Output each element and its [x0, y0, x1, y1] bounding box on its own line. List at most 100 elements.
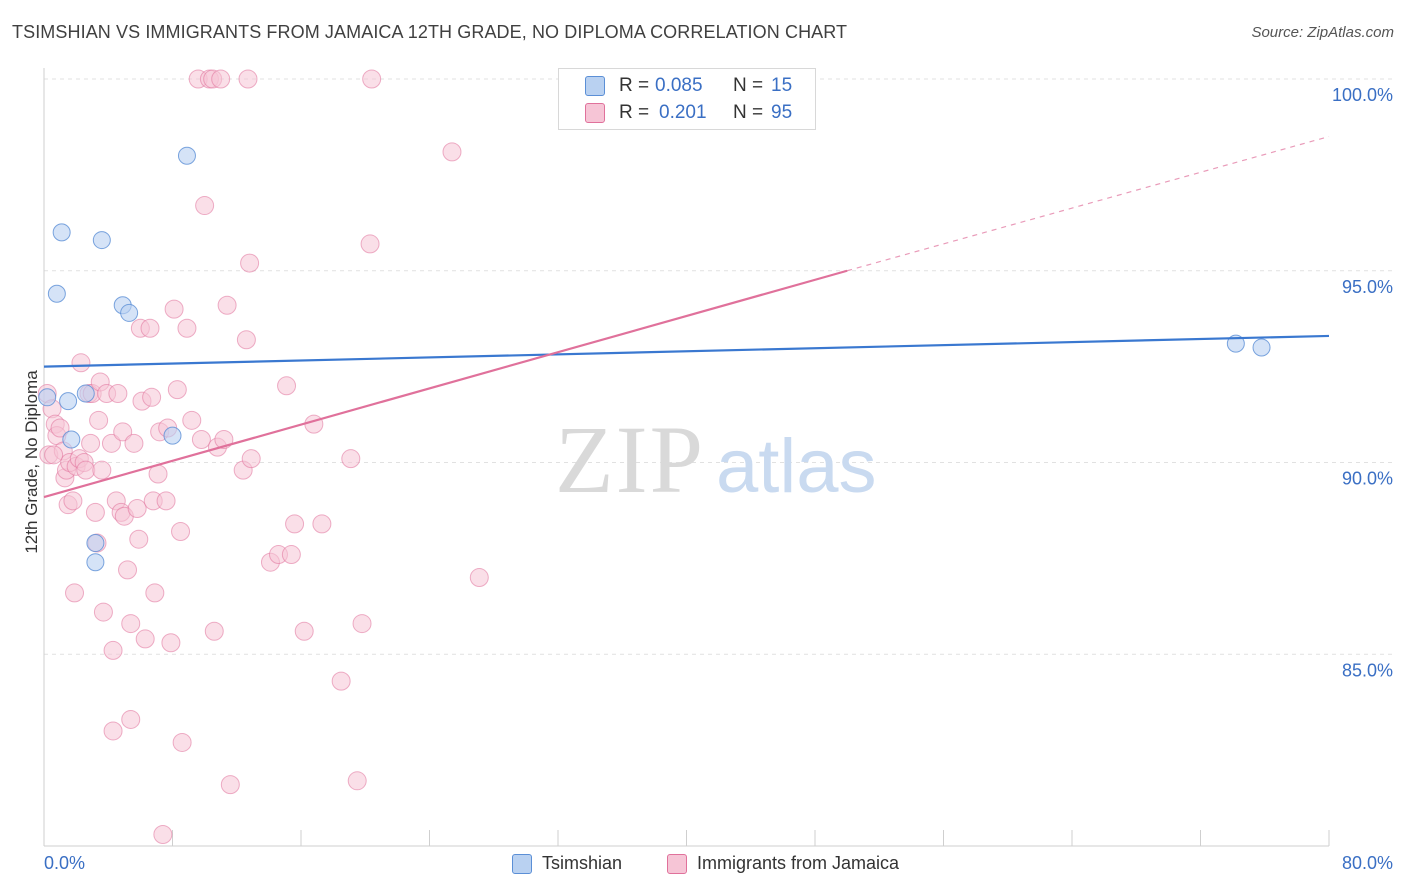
jamaica-point: [140, 318, 160, 338]
jamaica-point: [127, 499, 147, 519]
tsimshian-point: [177, 146, 196, 165]
jamaica-point: [103, 721, 123, 741]
jamaica-point: [161, 633, 181, 653]
jamaica-point: [121, 709, 141, 729]
jamaica-point: [240, 253, 260, 273]
jamaica-point: [93, 602, 113, 622]
jamaica-point: [135, 629, 155, 649]
chart-title: TSIMSHIAN VS IMMIGRANTS FROM JAMAICA 12T…: [12, 22, 848, 42]
stats-row-jamaica: R = 0.201 N = 95: [585, 100, 817, 126]
jamaica-point: [360, 234, 380, 254]
x-tick-label-max: 80.0%: [1342, 853, 1393, 873]
y-tick-label: 95.0%: [1342, 277, 1393, 297]
r-label: R =: [619, 102, 650, 123]
watermark: ZIP atlas: [555, 406, 877, 513]
tsimshian-point: [59, 392, 78, 411]
jamaica-trend-extension: [846, 135, 1330, 272]
y-tick-label: 100.0%: [1332, 85, 1393, 105]
jamaica-point: [281, 545, 301, 565]
n-value-tsimshian: 15: [771, 75, 793, 96]
jamaica-point: [164, 299, 184, 319]
jamaica-point: [124, 433, 144, 453]
jamaica-point: [81, 433, 101, 453]
jamaica-point: [65, 583, 85, 603]
n-label: N =: [733, 75, 764, 96]
jamaica-point: [108, 383, 128, 403]
tsimshian-point: [47, 284, 66, 303]
jamaica-point: [50, 418, 70, 438]
legend-item-tsimshian[interactable]: Tsimshian: [512, 853, 622, 874]
jamaica-point: [44, 445, 64, 465]
n-label: N =: [733, 102, 764, 123]
n-value-jamaica: 95: [771, 102, 793, 123]
jamaica-point: [304, 414, 324, 434]
jamaica-point: [156, 491, 176, 511]
jamaica-point: [71, 353, 91, 373]
jamaica-point: [331, 671, 351, 691]
jamaica-point: [92, 460, 112, 480]
jamaica-point: [195, 196, 215, 216]
jamaica-point: [101, 433, 121, 453]
jamaica-point: [182, 410, 202, 430]
tsimshian-point: [1252, 338, 1271, 357]
tsimshian-point: [92, 231, 111, 250]
jamaica-point: [142, 387, 162, 407]
tsimshian-point: [38, 388, 57, 407]
jamaica-point: [177, 318, 197, 338]
y-tick-label: 90.0%: [1342, 469, 1393, 489]
jamaica-point: [204, 621, 224, 641]
jamaica-point: [236, 330, 256, 350]
jamaica-point: [312, 514, 332, 534]
trend-lines: [43, 135, 1330, 499]
legend-item-jamaica[interactable]: Immigrants from Jamaica: [667, 853, 899, 874]
jamaica-point: [241, 449, 261, 469]
watermark-zip: ZIP: [555, 406, 705, 513]
jamaica-points: [37, 69, 745, 844]
jamaica-point: [103, 640, 123, 660]
bottom-legend: Tsimshian Immigrants from Jamaica: [0, 851, 1406, 879]
jamaica-point: [362, 69, 382, 89]
tick-labels: 85.0% 90.0% 95.0% 100.0% 0.0% 80.0%: [44, 85, 1393, 873]
tsimshian-trend-line: [43, 334, 1330, 368]
tsimshian-points: [38, 146, 1271, 572]
jamaica-point: [285, 514, 305, 534]
jamaica-point: [85, 502, 105, 522]
tsimshian-legend-swatch: [512, 853, 532, 874]
r-value-jamaica: 0.201: [659, 102, 707, 123]
jamaica-swatch: [585, 103, 605, 123]
jamaica-trend-line: [43, 269, 848, 499]
jamaica-point: [442, 142, 462, 162]
tsimshian-point: [120, 303, 139, 322]
jamaica-point: [211, 69, 231, 89]
jamaica-point: [63, 491, 83, 511]
legend-label-tsimshian: Tsimshian: [542, 853, 623, 873]
stats-row-tsimshian: R = 0.085 N = 15: [585, 73, 817, 99]
jamaica-point: [113, 422, 133, 442]
jamaica-point: [89, 410, 109, 430]
tsimshian-point: [62, 430, 81, 449]
tsimshian-point: [52, 223, 71, 242]
jamaica-point: [294, 621, 314, 641]
y-tick-label: 85.0%: [1342, 660, 1393, 680]
jamaica-point: [145, 583, 165, 603]
tsimshian-point: [163, 426, 182, 445]
jamaica-point: [76, 460, 96, 480]
tsimshian-point: [76, 384, 95, 403]
jamaica-point: [172, 732, 192, 752]
r-value-tsimshian: 0.085: [655, 75, 703, 96]
jamaica-point: [220, 775, 240, 795]
r-label: R =: [619, 75, 650, 96]
jamaica-legend-swatch: [667, 853, 687, 874]
jamaica-point: [129, 529, 149, 549]
jamaica-point: [121, 614, 141, 634]
watermark-atlas: atlas: [716, 424, 877, 509]
source-label: Source: ZipAtlas.com: [1251, 24, 1394, 41]
legend-label-jamaica: Immigrants from Jamaica: [697, 853, 900, 873]
y-axis-label: 12th Grade, No Diploma: [22, 370, 41, 554]
jamaica-point: [341, 449, 361, 469]
tsimshian-point: [86, 553, 105, 572]
jamaica-point: [153, 824, 173, 844]
tsimshian-point: [86, 534, 105, 553]
jamaica-point: [118, 560, 138, 580]
